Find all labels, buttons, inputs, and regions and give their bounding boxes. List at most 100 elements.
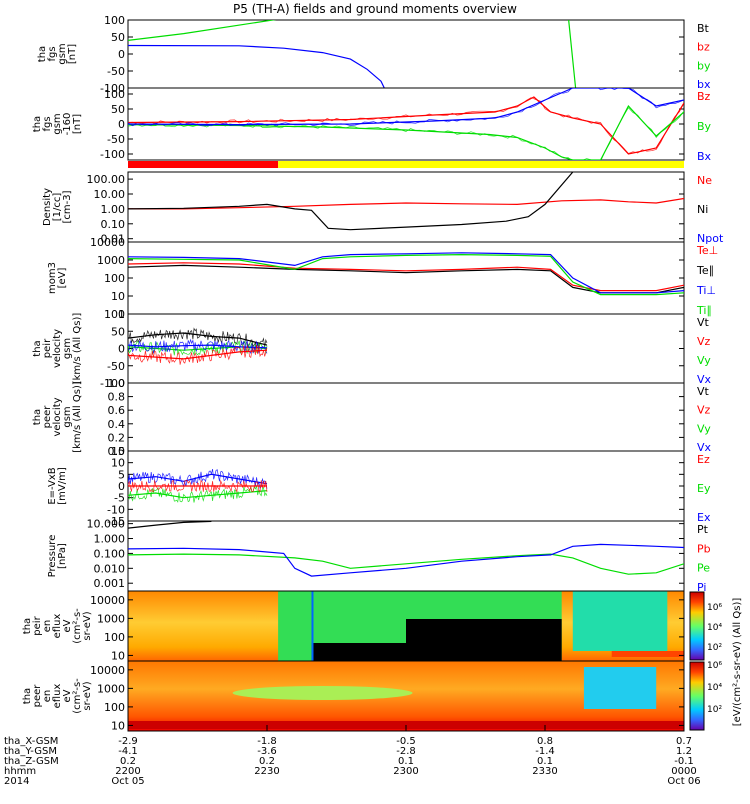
y-axis-label: [nPa] bbox=[57, 543, 68, 569]
x-tick-label: -3.6 bbox=[257, 746, 277, 757]
y-axis-label: (cm²-s- bbox=[72, 608, 83, 644]
y-tick-label: 1000 bbox=[97, 682, 125, 695]
y-axis-label: en bbox=[42, 690, 53, 703]
x-tick-label: 0.8 bbox=[537, 736, 553, 747]
legend-Vt: Vt bbox=[697, 316, 710, 329]
y-tick-label: -100 bbox=[100, 148, 125, 161]
legend-Vx: Vx bbox=[697, 441, 712, 454]
y-tick-label: 5 bbox=[118, 468, 125, 481]
colorbar-top bbox=[689, 591, 705, 661]
colorbar-bottom bbox=[689, 661, 705, 731]
y-axis-label: peir bbox=[42, 338, 53, 358]
x-tick-label: Oct 06 bbox=[667, 776, 700, 787]
y-axis-label: tha bbox=[32, 340, 43, 356]
legend-Bz: Bz bbox=[697, 90, 711, 103]
series-bx bbox=[128, 44, 385, 88]
y-tick-label: 0.10 bbox=[101, 218, 126, 231]
series-noise-Vz bbox=[128, 344, 268, 365]
legend-Pe: Pe bbox=[697, 562, 710, 575]
x-tick-label: -1.4 bbox=[535, 746, 555, 757]
panel-peir_velocity: 100 50 0 -50 -100 tha peir velocity gsm [km/s (Al… bbox=[32, 308, 712, 390]
y-axis-label: tha bbox=[32, 409, 43, 425]
y-axis-label: gsm bbox=[62, 338, 73, 359]
legend-Vt: Vt bbox=[697, 385, 710, 398]
colorbar-tick-label: 10⁴ bbox=[707, 623, 722, 633]
y-tick-label: 50 bbox=[111, 31, 125, 44]
y-axis-label: [1/cc] bbox=[52, 193, 63, 222]
colorbar-tick-label: 10² bbox=[707, 705, 722, 715]
x-tick-label: 2330 bbox=[532, 766, 557, 777]
y-axis-label: fgs bbox=[47, 46, 58, 61]
panel-frame bbox=[127, 19, 685, 89]
series-group bbox=[128, 469, 268, 503]
y-tick-label: 1.0 bbox=[108, 377, 126, 390]
y-axis-label: peer bbox=[42, 405, 53, 429]
y-axis-label: tha bbox=[22, 618, 33, 634]
y-tick-label: 0.4 bbox=[108, 418, 126, 431]
y-axis-label: gsm bbox=[52, 113, 63, 134]
legend-Bx: Bx bbox=[697, 150, 712, 163]
series-noise-Bx bbox=[128, 88, 684, 127]
legend-Bt: Bt bbox=[697, 22, 710, 35]
y-axis-label: tha bbox=[37, 46, 48, 62]
panel-frame bbox=[127, 241, 685, 315]
y-axis-label: eflux bbox=[52, 684, 63, 709]
series-Ne bbox=[128, 197, 684, 210]
y-axis-label: [mV/m] bbox=[57, 467, 68, 505]
spectrogram-black-low bbox=[311, 643, 406, 661]
series-Bz bbox=[128, 96, 684, 155]
x-tick-label: 1.2 bbox=[676, 746, 692, 757]
y-tick-label: 100.00 bbox=[87, 173, 126, 186]
y-tick-label: 100 bbox=[104, 272, 125, 285]
y-axis-label: sr-eV) bbox=[82, 611, 93, 640]
y-axis-label: gsm bbox=[57, 43, 68, 64]
series-noise-Ey bbox=[128, 484, 268, 503]
y-tick-label: 0.010 bbox=[94, 562, 126, 575]
legend-Vz: Vz bbox=[697, 404, 711, 417]
y-tick-label: 0 bbox=[118, 343, 125, 356]
y-tick-label: 10000 bbox=[90, 236, 125, 249]
y-tick-label: 0.001 bbox=[94, 577, 126, 590]
legend-Ez: Ez bbox=[697, 453, 710, 466]
x-tick-label: -4.1 bbox=[118, 746, 138, 757]
series-group bbox=[128, 327, 268, 365]
x-tick-label: -0.1 bbox=[674, 756, 694, 767]
legend-Vz: Vz bbox=[697, 335, 711, 348]
x-tick-label: 2200 bbox=[115, 766, 140, 777]
y-axis-label: -160 bbox=[62, 113, 73, 136]
legend-Te⊥: Te⊥ bbox=[696, 244, 718, 257]
y-tick-label: -50 bbox=[107, 65, 125, 78]
panel-peer_eflux: 10000 1000 100 10 tha peer en eflux eV (cm²-s-sr-… bbox=[22, 660, 685, 732]
panel-frame bbox=[127, 382, 685, 452]
legend-Ni: Ni bbox=[697, 203, 708, 216]
y-tick-label: 10000 bbox=[90, 594, 125, 607]
legend-Pt: Pt bbox=[697, 523, 709, 536]
y-tick-label: 100 bbox=[104, 308, 125, 321]
legend-Pi: Pi bbox=[697, 581, 706, 594]
y-tick-label: -15 bbox=[107, 515, 125, 528]
y-tick-label: 1 bbox=[118, 308, 125, 321]
series-noise-By bbox=[128, 107, 684, 160]
legend-by: by bbox=[697, 59, 711, 72]
legend-By: By bbox=[697, 120, 712, 133]
y-axis-label: velocity bbox=[52, 397, 63, 436]
mode-bar-red bbox=[128, 161, 279, 168]
y-tick-label: 10 bbox=[111, 290, 125, 303]
y-tick-label: 1000 bbox=[97, 254, 125, 267]
x-axis: tha_X-GSMtha_Y-GSMtha_Z-GSMhhmm2014-2.9-… bbox=[4, 725, 701, 787]
y-axis-label: peir bbox=[32, 615, 43, 635]
spectrogram-black-region bbox=[406, 619, 562, 661]
legend-Ti∥: Ti∥ bbox=[696, 304, 712, 317]
legend-Vy: Vy bbox=[697, 354, 711, 367]
y-axis-label: mom3 bbox=[47, 262, 58, 294]
y-tick-label: -50 bbox=[107, 360, 125, 373]
y-axis-label: peer bbox=[32, 684, 43, 708]
y-axis-label: [nT] bbox=[67, 44, 78, 64]
y-tick-label: 0.100 bbox=[94, 547, 126, 560]
spectrogram-red-band bbox=[611, 651, 684, 657]
legend-Vy: Vy bbox=[697, 422, 711, 435]
series-by bbox=[128, 20, 577, 88]
legend-Te∥: Te∥ bbox=[696, 264, 714, 277]
